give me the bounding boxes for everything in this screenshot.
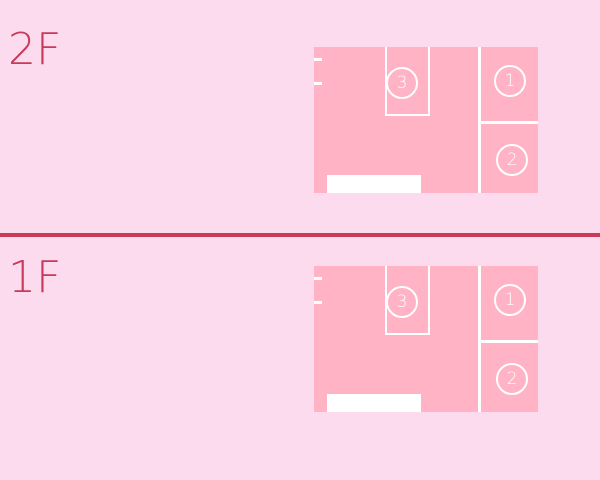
counter-block xyxy=(327,394,421,412)
room-1-badge[interactable]: 1 xyxy=(494,284,526,316)
wall-tick xyxy=(314,82,322,85)
floor-2f-label: 2F xyxy=(8,24,62,75)
floor-divider xyxy=(0,233,600,237)
wall-tick xyxy=(314,58,322,61)
room-3-badge[interactable]: 3 xyxy=(386,286,418,318)
room-1-badge[interactable]: 1 xyxy=(494,65,526,97)
counter-block xyxy=(327,175,421,193)
room-2-badge[interactable]: 2 xyxy=(496,144,528,176)
floor-2f-plan: 3 1 2 xyxy=(314,47,538,193)
room-3-badge[interactable]: 3 xyxy=(386,67,418,99)
room-divider-wall xyxy=(478,47,481,193)
floor-1f-plan: 3 1 2 xyxy=(314,266,538,412)
wall-tick xyxy=(314,301,322,304)
room-split-wall xyxy=(478,121,538,124)
floor-1f-label: 1F xyxy=(8,252,62,303)
room-split-wall xyxy=(478,340,538,343)
room-divider-wall xyxy=(478,266,481,412)
wall-tick xyxy=(314,277,322,280)
room-2-badge[interactable]: 2 xyxy=(496,363,528,395)
